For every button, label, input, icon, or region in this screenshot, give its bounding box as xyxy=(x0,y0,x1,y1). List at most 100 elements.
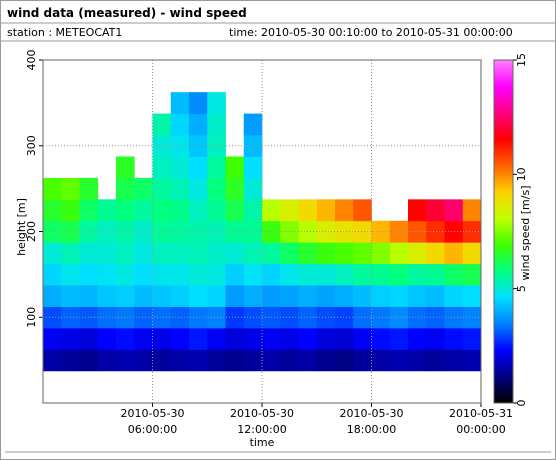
heatmap-cell xyxy=(152,327,172,350)
heatmap-cell xyxy=(426,242,445,265)
heatmap-cell xyxy=(152,242,172,265)
heatmap-cell xyxy=(207,242,226,265)
heatmap-cell xyxy=(189,220,208,243)
heatmap-cell xyxy=(389,306,409,329)
station: station : METEOCAT1 xyxy=(7,26,122,39)
heatmap-cell xyxy=(61,327,80,350)
heatmap-cell xyxy=(462,349,482,372)
heatmap-cell xyxy=(116,199,135,222)
heatmap-cell xyxy=(152,156,172,179)
heatmap-cell xyxy=(97,242,117,265)
heatmap-cell xyxy=(43,285,62,307)
heatmap-cell xyxy=(335,242,354,265)
heatmap-cell xyxy=(207,285,226,307)
colorbar-tick-label: 0 xyxy=(515,400,528,407)
heatmap-cell xyxy=(170,135,190,157)
y-tick-label: 400 xyxy=(25,50,38,71)
y-tick-label: 200 xyxy=(25,221,38,242)
heatmap-cell xyxy=(335,263,354,286)
heatmap-cell xyxy=(408,306,427,329)
heatmap-cell xyxy=(408,199,427,222)
heatmap-cell xyxy=(335,199,354,222)
heatmap-cell xyxy=(189,349,208,372)
heatmap-cell xyxy=(371,327,391,350)
heatmap-cell xyxy=(444,199,464,222)
heatmap-cell xyxy=(316,242,336,265)
heatmap-cell xyxy=(79,263,99,286)
heatmap-cell xyxy=(243,327,263,350)
heatmap-cell xyxy=(462,327,482,350)
heatmap-cell xyxy=(462,263,482,286)
heatmap-cell xyxy=(353,285,372,307)
heatmap-cell xyxy=(189,285,208,307)
colorbar-tick-label: 10 xyxy=(515,167,528,181)
heatmap-cell xyxy=(207,177,226,200)
heatmap-cell xyxy=(152,349,172,372)
heatmap-cell xyxy=(116,220,135,243)
heatmap-cell xyxy=(335,220,354,243)
heatmap-cell xyxy=(134,306,153,329)
heatmap-cell xyxy=(189,327,208,350)
heatmap-cell xyxy=(298,263,318,286)
heatmap-cell xyxy=(43,177,62,200)
heatmap-cell xyxy=(189,156,208,179)
heatmap-cell xyxy=(207,327,226,350)
heatmap-cell xyxy=(335,327,354,350)
heatmap-cell xyxy=(316,220,336,243)
heatmap-cell xyxy=(134,285,153,307)
heatmap-cell xyxy=(170,263,190,286)
x-axis-label: time xyxy=(250,436,275,449)
heatmap-cell xyxy=(389,220,409,243)
heatmap-cell xyxy=(116,242,135,265)
chart-title: wind data (measured) - wind speed xyxy=(7,6,247,20)
heatmap-cell xyxy=(426,263,445,286)
heatmap-cell xyxy=(371,263,391,286)
heatmap-cell xyxy=(189,263,208,286)
heatmap-cell xyxy=(97,349,117,372)
heatmap-cell xyxy=(43,199,62,222)
x-tick-label: 2010-05-31 00:00:00 xyxy=(449,407,513,436)
heatmap-cell xyxy=(207,92,226,114)
heatmap-cell xyxy=(116,306,135,329)
heatmap-cell xyxy=(189,306,208,329)
heatmap-cell xyxy=(389,285,409,307)
heatmap-cell xyxy=(225,220,245,243)
heatmap-cell xyxy=(170,92,190,114)
heatmap-cell xyxy=(134,199,153,222)
heatmap-cell xyxy=(152,306,172,329)
heatmap-cell xyxy=(462,199,482,222)
heatmap-cell xyxy=(116,263,135,286)
heatmap-cell xyxy=(298,199,318,222)
heatmap-cell xyxy=(243,349,263,372)
heatmap-cell xyxy=(462,242,482,265)
heatmap-cell xyxy=(170,156,190,179)
heatmap-cell xyxy=(189,177,208,200)
heatmap-cell xyxy=(243,199,263,222)
heatmap-cell xyxy=(207,220,226,243)
heatmap-cell xyxy=(207,199,226,222)
heatmap-cell xyxy=(444,349,464,372)
heatmap-cell xyxy=(426,285,445,307)
heatmap-cell xyxy=(152,220,172,243)
y-tick-label: 300 xyxy=(25,135,38,156)
heatmap-cell xyxy=(243,263,263,286)
heatmap-cell xyxy=(61,242,80,265)
heatmap-cell xyxy=(280,242,299,265)
heatmap-cell xyxy=(444,327,464,350)
colorbar-tick-label: 5 xyxy=(515,285,528,292)
heatmap-cell xyxy=(61,285,80,307)
heatmap-cell xyxy=(243,285,263,307)
heatmap-cell xyxy=(61,177,80,200)
heatmap-cell xyxy=(225,327,245,350)
heatmap-cell xyxy=(262,349,281,372)
heatmap-cell xyxy=(170,242,190,265)
heatmap-cell xyxy=(170,199,190,222)
heatmap-cell xyxy=(43,263,62,286)
heatmap-cell xyxy=(298,327,318,350)
x-tick-label: 2010-05-30 06:00:00 xyxy=(121,407,185,436)
colorbar-label: wind speed [m/s] xyxy=(519,186,532,281)
heatmap-cell xyxy=(462,285,482,307)
heatmap-cell xyxy=(280,285,299,307)
heatmap-cell xyxy=(243,177,263,200)
